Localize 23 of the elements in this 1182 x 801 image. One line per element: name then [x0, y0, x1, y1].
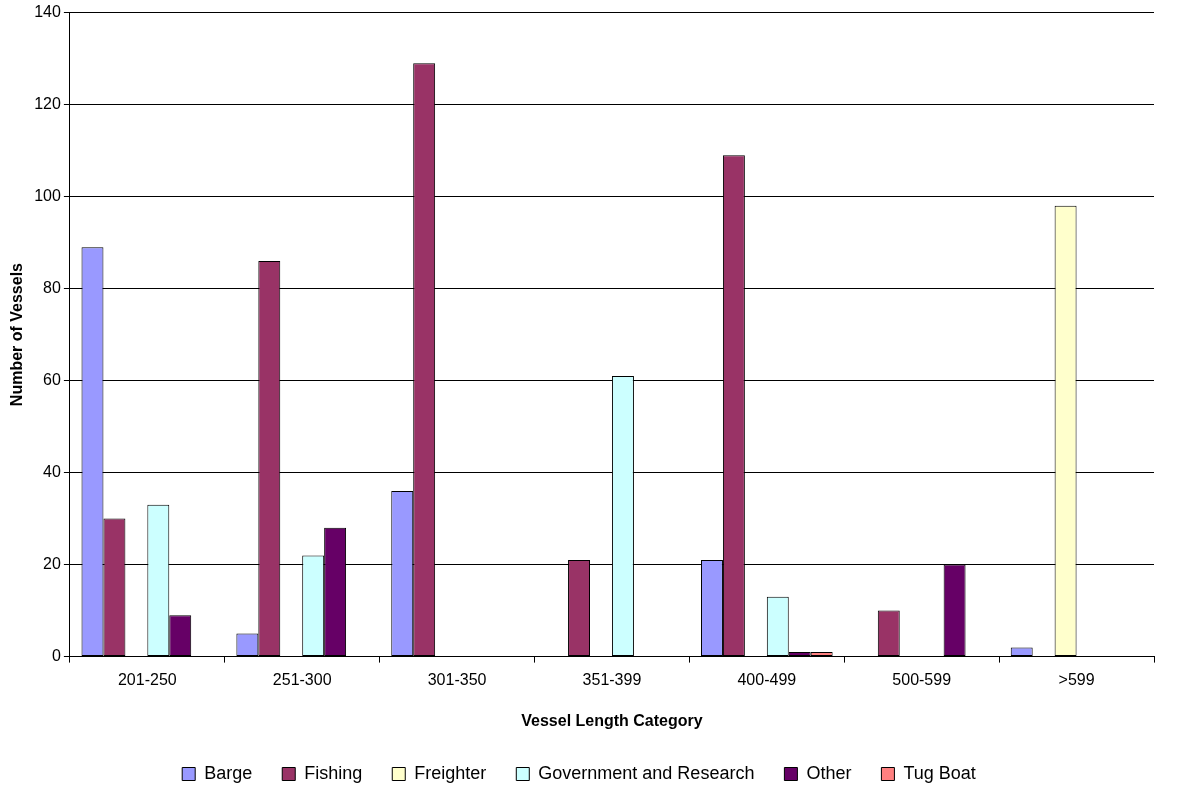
legend-label: Tug Boat [903, 762, 976, 783]
legend-label: Other [806, 762, 852, 783]
legend-label: Fishing [304, 762, 363, 783]
y-tick-label: 100 [34, 187, 61, 205]
x-tick-label: >599 [1058, 670, 1095, 688]
y-tick-label: 60 [43, 371, 61, 389]
legend-label: Freighter [414, 762, 487, 783]
y-axis-title: Number of Vessels [8, 262, 26, 407]
legend-label: Barge [204, 762, 253, 783]
legend-label: Government and Research [538, 762, 755, 783]
x-tick-label: 500-599 [892, 670, 952, 688]
y-tick-label: 40 [43, 463, 61, 481]
x-tick-label: 351-399 [582, 670, 642, 688]
x-tick-label: 400-499 [737, 670, 797, 688]
x-tick-label: 201-250 [117, 670, 177, 688]
y-tick-label: 0 [51, 647, 61, 665]
x-tick-label: 301-350 [427, 670, 487, 688]
y-tick-label: 20 [43, 555, 61, 573]
y-tick-label: 120 [34, 95, 61, 113]
x-axis-title: Vessel Length Category [521, 711, 703, 729]
x-tick-label: 251-300 [272, 670, 332, 688]
y-tick-label: 80 [43, 279, 61, 297]
y-tick-label: 140 [34, 3, 61, 21]
